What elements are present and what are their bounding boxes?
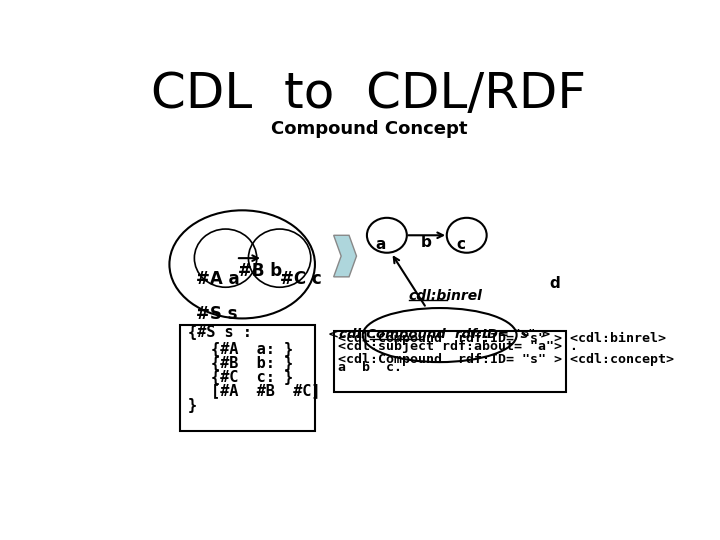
Text: {#B  b: }: {#B b: }: [211, 356, 293, 371]
Text: #C c: #C c: [279, 270, 321, 288]
Text: b: b: [420, 235, 431, 250]
Text: {#A  a: }: {#A a: }: [211, 342, 293, 357]
Text: }: }: [188, 399, 197, 413]
Polygon shape: [333, 235, 356, 277]
Text: {#S s :: {#S s :: [188, 326, 252, 341]
Text: a  b  c.: a b c.: [338, 361, 402, 374]
Text: #S s: #S s: [197, 305, 238, 323]
Text: a: a: [375, 237, 386, 252]
Text: [#A  #B  #C]: [#A #B #C]: [211, 383, 320, 399]
Text: cdl:binrel: cdl:binrel: [408, 288, 482, 302]
Text: c: c: [456, 237, 465, 252]
Text: Compound Concept: Compound Concept: [271, 120, 467, 138]
Bar: [180, 325, 315, 431]
Text: #A a: #A a: [197, 270, 240, 288]
Text: <cdl:Compound  rdf:ID= "s" > <cdl:concept>: <cdl:Compound rdf:ID= "s" > <cdl:concept…: [338, 353, 674, 366]
Text: {#C  c: }: {#C c: }: [211, 369, 293, 384]
Text: CDL  to  CDL/RDF: CDL to CDL/RDF: [151, 70, 587, 118]
Bar: [333, 331, 566, 393]
Text: <cdl:Compound  rdf:ID= "s" > <cdl:binrel>: <cdl:Compound rdf:ID= "s" > <cdl:binrel>: [338, 332, 666, 345]
Text: <cdl:Compound  rdf:ID= "s" >: <cdl:Compound rdf:ID= "s" >: [328, 328, 552, 341]
Text: <cdl:subject rdf:about= "a"> .: <cdl:subject rdf:about= "a"> .: [338, 340, 578, 353]
Text: d: d: [550, 275, 561, 291]
Text: #B b: #B b: [238, 261, 282, 280]
